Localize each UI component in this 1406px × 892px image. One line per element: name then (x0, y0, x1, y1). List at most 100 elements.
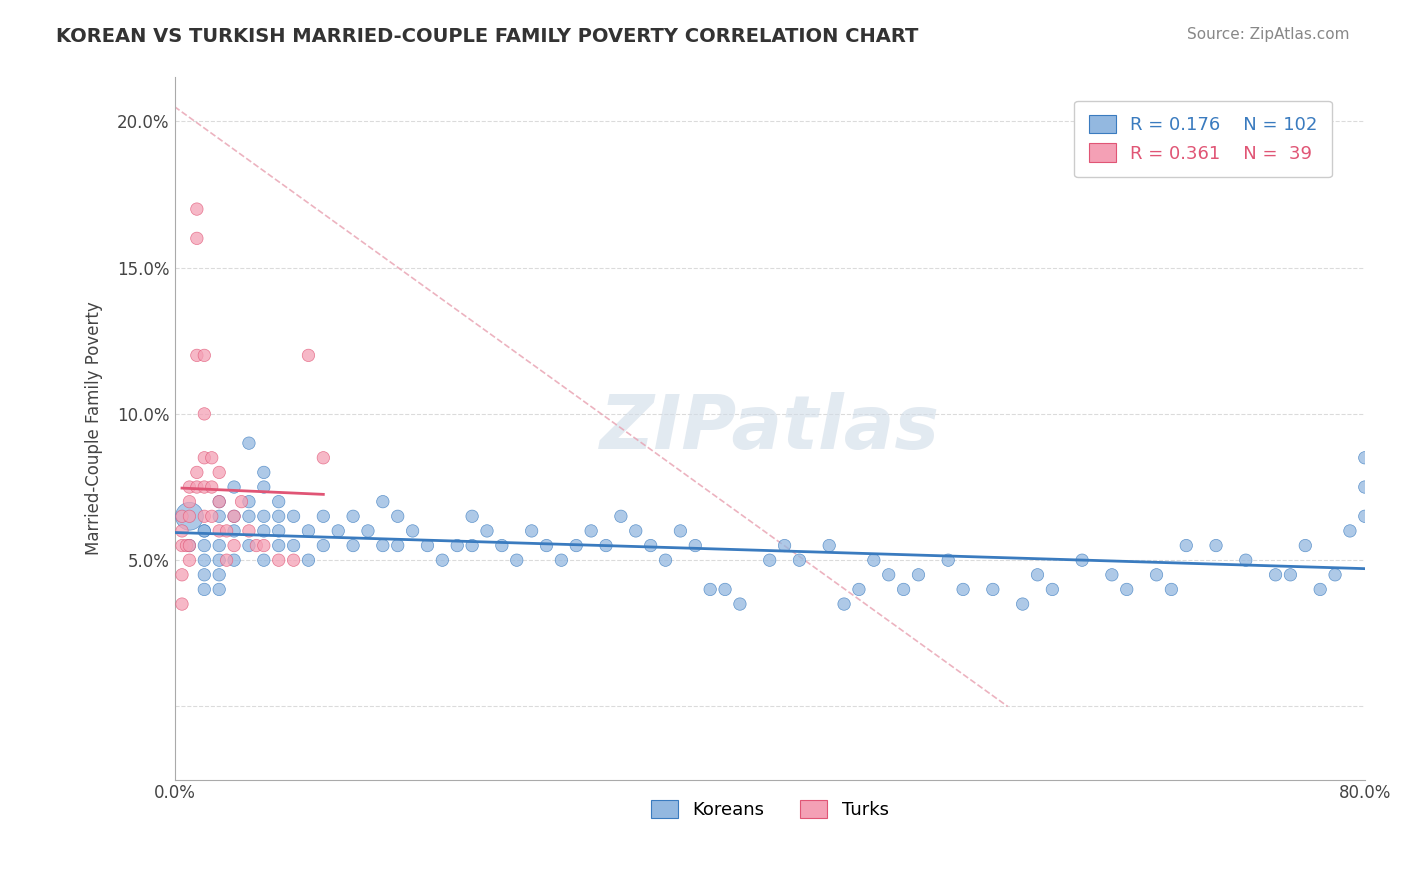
Point (387, 539, 409, 553)
Point (222, 553, 245, 567)
Point (342, 509, 364, 524)
Point (401, 524, 423, 538)
Point (208, 494, 231, 508)
Point (253, 466, 276, 480)
Point (208, 494, 231, 508)
Point (222, 509, 245, 524)
Point (640, 539, 662, 553)
Point (170, 539, 193, 553)
Point (1040, 582, 1063, 597)
Point (193, 553, 215, 567)
Point (193, 567, 215, 582)
Point (245, 539, 267, 553)
Point (312, 450, 335, 465)
Point (231, 494, 253, 508)
Point (253, 480, 276, 494)
Point (1354, 480, 1376, 494)
Point (1264, 567, 1286, 582)
Point (208, 553, 231, 567)
Point (475, 524, 498, 538)
Point (877, 567, 900, 582)
Point (267, 509, 290, 524)
Point (1279, 567, 1302, 582)
Point (238, 539, 260, 553)
Point (253, 553, 276, 567)
Point (193, 582, 215, 597)
Point (253, 509, 276, 524)
Point (222, 509, 245, 524)
Point (342, 539, 364, 553)
Point (179, 553, 201, 567)
Point (328, 524, 350, 538)
Point (565, 539, 588, 553)
Point (201, 480, 224, 494)
Point (312, 539, 335, 553)
Point (253, 524, 276, 538)
Point (699, 582, 721, 597)
Point (215, 524, 238, 538)
Point (208, 509, 231, 524)
Point (789, 553, 811, 567)
Point (267, 494, 290, 508)
Point (238, 524, 260, 538)
Point (461, 539, 484, 553)
Point (193, 450, 215, 465)
Point (536, 539, 558, 553)
Point (520, 524, 543, 538)
Point (179, 509, 201, 524)
Point (179, 480, 201, 494)
Point (1160, 582, 1182, 597)
Point (208, 582, 231, 597)
Point (1011, 597, 1033, 611)
Point (728, 597, 751, 611)
Point (685, 539, 707, 553)
Point (758, 553, 780, 567)
Point (579, 524, 602, 538)
Point (267, 524, 290, 538)
Point (1294, 539, 1316, 553)
Point (832, 597, 855, 611)
Point (357, 524, 380, 538)
Point (297, 524, 319, 538)
Point (267, 553, 290, 567)
Point (179, 539, 201, 553)
Point (179, 494, 201, 508)
Point (179, 539, 201, 553)
Point (1354, 450, 1376, 465)
Point (714, 582, 737, 597)
Point (267, 539, 290, 553)
Point (193, 348, 215, 362)
Point (1071, 553, 1094, 567)
Point (1205, 539, 1227, 553)
Point (186, 231, 208, 245)
Point (1339, 524, 1361, 538)
Text: ZIPatlas: ZIPatlas (600, 392, 939, 465)
Point (1115, 582, 1137, 597)
Point (1309, 582, 1331, 597)
Point (179, 509, 201, 524)
Point (1146, 567, 1168, 582)
Point (506, 553, 529, 567)
Point (654, 553, 676, 567)
Point (193, 539, 215, 553)
Point (283, 553, 305, 567)
Point (208, 567, 231, 582)
Point (595, 539, 617, 553)
Point (297, 553, 319, 567)
Point (170, 567, 193, 582)
Text: KOREAN VS TURKISH MARRIED-COUPLE FAMILY POVERTY CORRELATION CHART: KOREAN VS TURKISH MARRIED-COUPLE FAMILY … (56, 27, 918, 45)
Point (371, 539, 394, 553)
Point (624, 524, 647, 538)
Point (201, 450, 224, 465)
Point (208, 466, 231, 480)
Point (981, 582, 1004, 597)
Y-axis label: Married-Couple Family Poverty: Married-Couple Family Poverty (86, 301, 103, 556)
Point (1026, 567, 1049, 582)
Point (238, 509, 260, 524)
Point (387, 509, 409, 524)
Point (283, 539, 305, 553)
Point (669, 524, 692, 538)
Text: Source: ZipAtlas.com: Source: ZipAtlas.com (1187, 27, 1350, 42)
Point (550, 553, 572, 567)
Point (1354, 509, 1376, 524)
